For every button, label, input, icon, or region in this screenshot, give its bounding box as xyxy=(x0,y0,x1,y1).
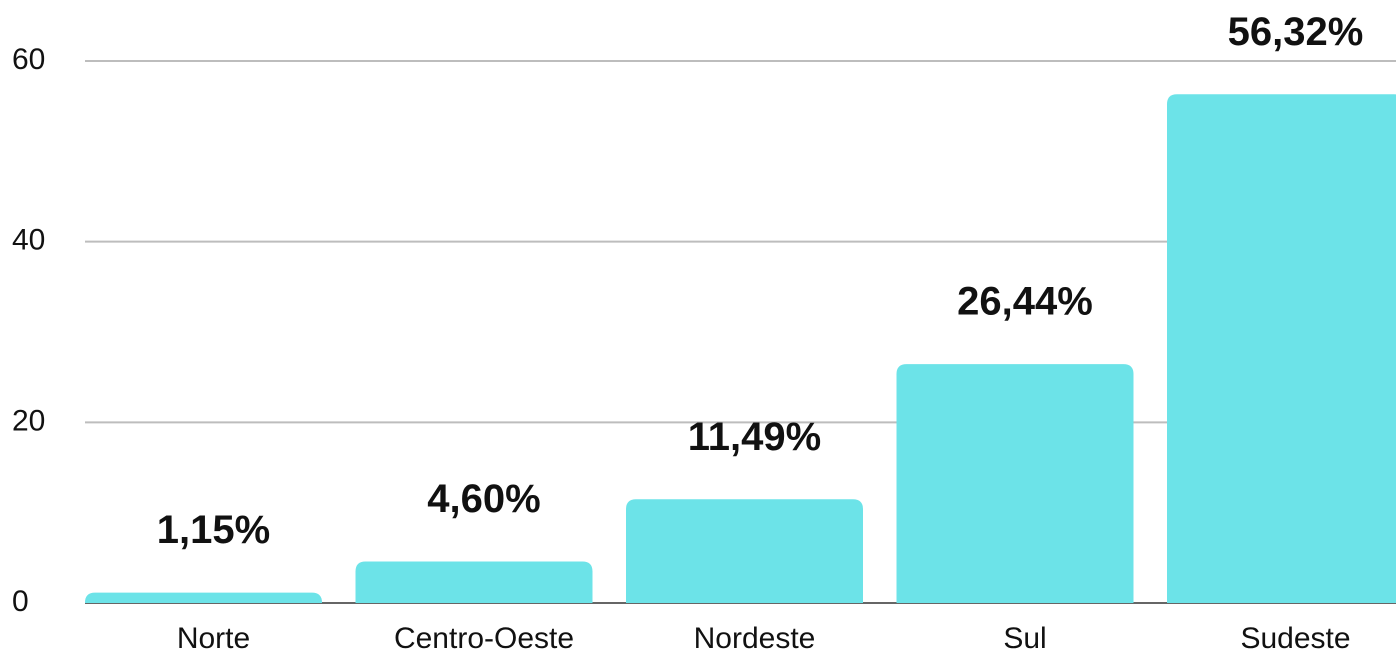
bar xyxy=(626,499,863,603)
bar xyxy=(355,561,593,603)
data-label: 4,60% xyxy=(427,477,540,521)
y-tick-label: 20 xyxy=(12,404,45,437)
x-tick-label: Nordeste xyxy=(694,622,816,655)
data-label: 11,49% xyxy=(688,415,821,459)
y-tick-label: 60 xyxy=(12,43,45,76)
data-label: 26,44% xyxy=(957,280,1093,324)
y-tick-label: 0 xyxy=(12,585,29,618)
bar xyxy=(896,364,1134,603)
bar xyxy=(85,592,322,603)
x-tick-label: Centro-Oeste xyxy=(394,622,574,655)
bar xyxy=(1167,94,1396,603)
x-tick-label: Sul xyxy=(1003,622,1046,655)
x-tick-label: Norte xyxy=(177,622,250,655)
x-tick-label: Sudeste xyxy=(1240,622,1350,655)
data-label: 1,15% xyxy=(157,508,270,552)
y-tick-label: 40 xyxy=(12,224,45,257)
data-label: 56,32% xyxy=(1228,10,1364,54)
